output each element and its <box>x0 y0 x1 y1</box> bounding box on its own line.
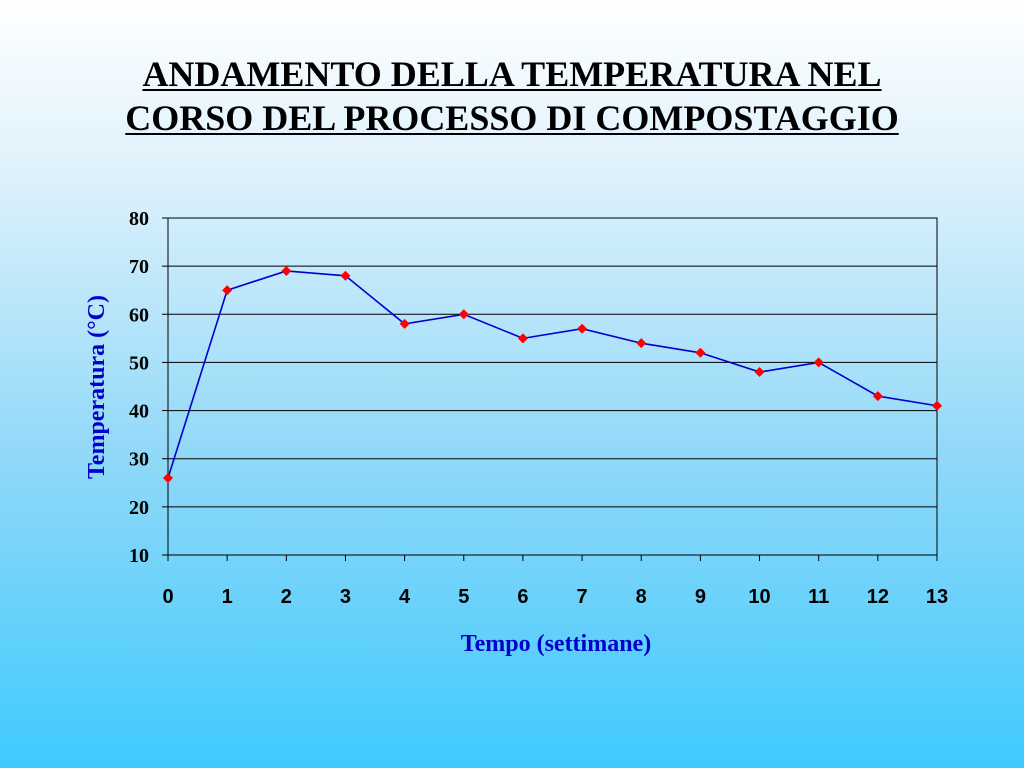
x-tick-label: 9 <box>695 586 706 608</box>
x-tick-label: 0 <box>162 586 173 608</box>
title-line-2: CORSO DEL PROCESSO DI COMPOSTAGGIO <box>125 98 899 138</box>
x-tick-label: 5 <box>458 586 469 608</box>
plot-area-frame <box>167 217 938 556</box>
y-tick-labels: 10 20 30 40 50 60 70 80 <box>129 208 149 567</box>
data-point <box>872 391 883 402</box>
y-tick-label: 40 <box>129 401 149 423</box>
data-point <box>163 472 173 483</box>
x-tick-label: 12 <box>867 586 889 608</box>
y-tick-label: 60 <box>129 304 149 326</box>
data-point <box>399 318 410 329</box>
y-tick-label: 10 <box>129 545 149 567</box>
data-point <box>281 265 292 276</box>
axis-ticks <box>162 217 938 561</box>
y-tick-label: 30 <box>129 449 149 471</box>
y-tick-label: 20 <box>129 497 149 519</box>
data-point <box>222 285 233 296</box>
data-point <box>695 347 706 358</box>
data-point <box>517 333 528 344</box>
data-point <box>636 338 647 349</box>
y-tick-label: 80 <box>129 208 149 230</box>
y-tick-label: 70 <box>129 256 149 278</box>
data-point <box>754 367 765 378</box>
y-tick-label: 50 <box>129 352 149 374</box>
x-axis-title: Tempo (settimane) <box>461 631 651 657</box>
data-point <box>340 270 351 281</box>
x-tick-label: 13 <box>926 586 948 608</box>
x-tick-label: 1 <box>222 586 233 608</box>
data-point <box>458 309 469 320</box>
x-tick-label: 3 <box>340 586 351 608</box>
data-point <box>813 357 824 368</box>
x-tick-label: 8 <box>636 586 647 608</box>
series-line <box>167 270 938 479</box>
x-tick-label: 2 <box>281 586 292 608</box>
x-tick-label: 11 <box>808 586 829 608</box>
x-tick-label: 6 <box>517 586 528 608</box>
x-tick-label: 4 <box>399 586 411 608</box>
x-tick-label: 10 <box>748 586 770 608</box>
data-point <box>932 400 942 411</box>
slide-title: ANDAMENTO DELLA TEMPERATURA NEL CORSO DE… <box>0 52 1024 140</box>
x-tick-labels: 0 1 2 3 4 5 6 7 8 9 10 11 12 13 <box>162 586 948 608</box>
x-tick-label: 7 <box>577 586 588 608</box>
title-line-1: ANDAMENTO DELLA TEMPERATURA NEL <box>142 54 882 94</box>
data-point <box>577 323 588 334</box>
y-axis-title: Temperatura (°C) <box>84 295 110 479</box>
data-markers <box>163 265 942 483</box>
